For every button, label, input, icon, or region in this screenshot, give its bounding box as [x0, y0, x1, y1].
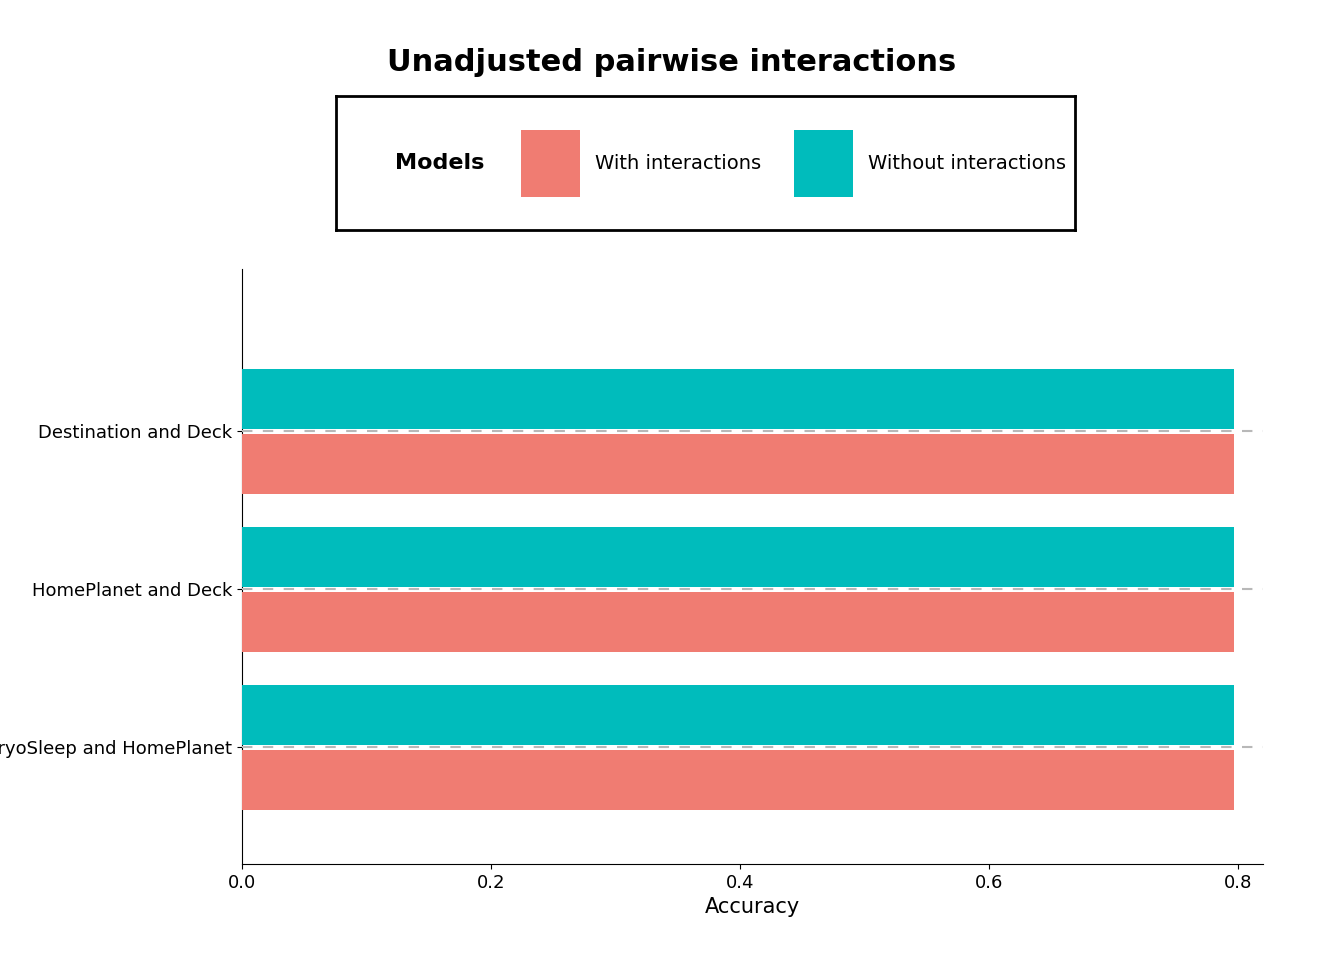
Bar	[242, 434, 1234, 493]
Text: Without interactions: Without interactions	[868, 154, 1066, 173]
Bar	[242, 591, 1234, 652]
Text: Models: Models	[395, 154, 484, 173]
Text: With interactions: With interactions	[594, 154, 761, 173]
Text: Unadjusted pairwise interactions: Unadjusted pairwise interactions	[387, 48, 957, 77]
Bar	[242, 750, 1234, 809]
Bar	[242, 684, 1234, 745]
FancyBboxPatch shape	[520, 130, 581, 197]
FancyBboxPatch shape	[794, 130, 853, 197]
X-axis label: Accuracy: Accuracy	[706, 898, 800, 917]
Bar	[242, 527, 1234, 587]
Bar	[242, 369, 1234, 429]
